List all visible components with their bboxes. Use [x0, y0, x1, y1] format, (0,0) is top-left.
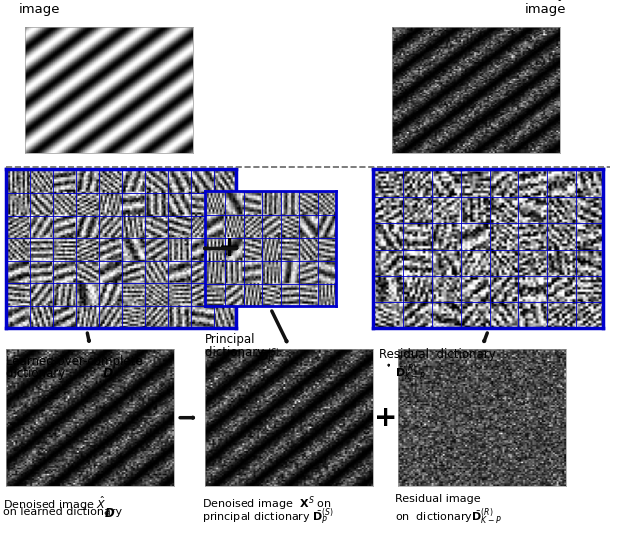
- Text: D: D: [103, 367, 113, 381]
- Text: Learned over-complete: Learned over-complete: [6, 355, 143, 368]
- Text: Residual  dictionary: Residual dictionary: [379, 348, 496, 361]
- Text: on  dictionary$\bar{\mathbf{D}}_{K-P}^{(R)}$: on dictionary$\bar{\mathbf{D}}_{K-P}^{(R…: [395, 507, 502, 527]
- Text: dictionary: dictionary: [6, 367, 69, 381]
- Text: +: +: [218, 234, 242, 263]
- Text: dictionary: dictionary: [205, 346, 268, 359]
- Text: +: +: [374, 403, 397, 432]
- Text: D: D: [104, 507, 114, 520]
- Text: Residual image: Residual image: [395, 494, 481, 504]
- Text: Denoised image  $\mathbf{X}^S$ on: Denoised image $\mathbf{X}^S$ on: [202, 494, 332, 513]
- Text: $\bar{\mathbf{D}}_P^{(S)}$: $\bar{\mathbf{D}}_P^{(S)}$: [258, 347, 280, 367]
- Text: Denoised image $\hat{X}$: Denoised image $\hat{X}$: [3, 494, 107, 513]
- Text: Noisy
image: Noisy image: [524, 0, 566, 16]
- Text: Noiseless
image: Noiseless image: [19, 0, 81, 16]
- Text: Principal: Principal: [205, 333, 256, 346]
- Text: on learned dictionary: on learned dictionary: [3, 507, 126, 517]
- Text: $\bar{\mathbf{D}}_{K-P}^{(R)}$: $\bar{\mathbf{D}}_{K-P}^{(R)}$: [395, 362, 425, 383]
- Text: principal dictionary $\bar{\mathbf{D}}_P^{(S)}$: principal dictionary $\bar{\mathbf{D}}_P…: [202, 507, 335, 527]
